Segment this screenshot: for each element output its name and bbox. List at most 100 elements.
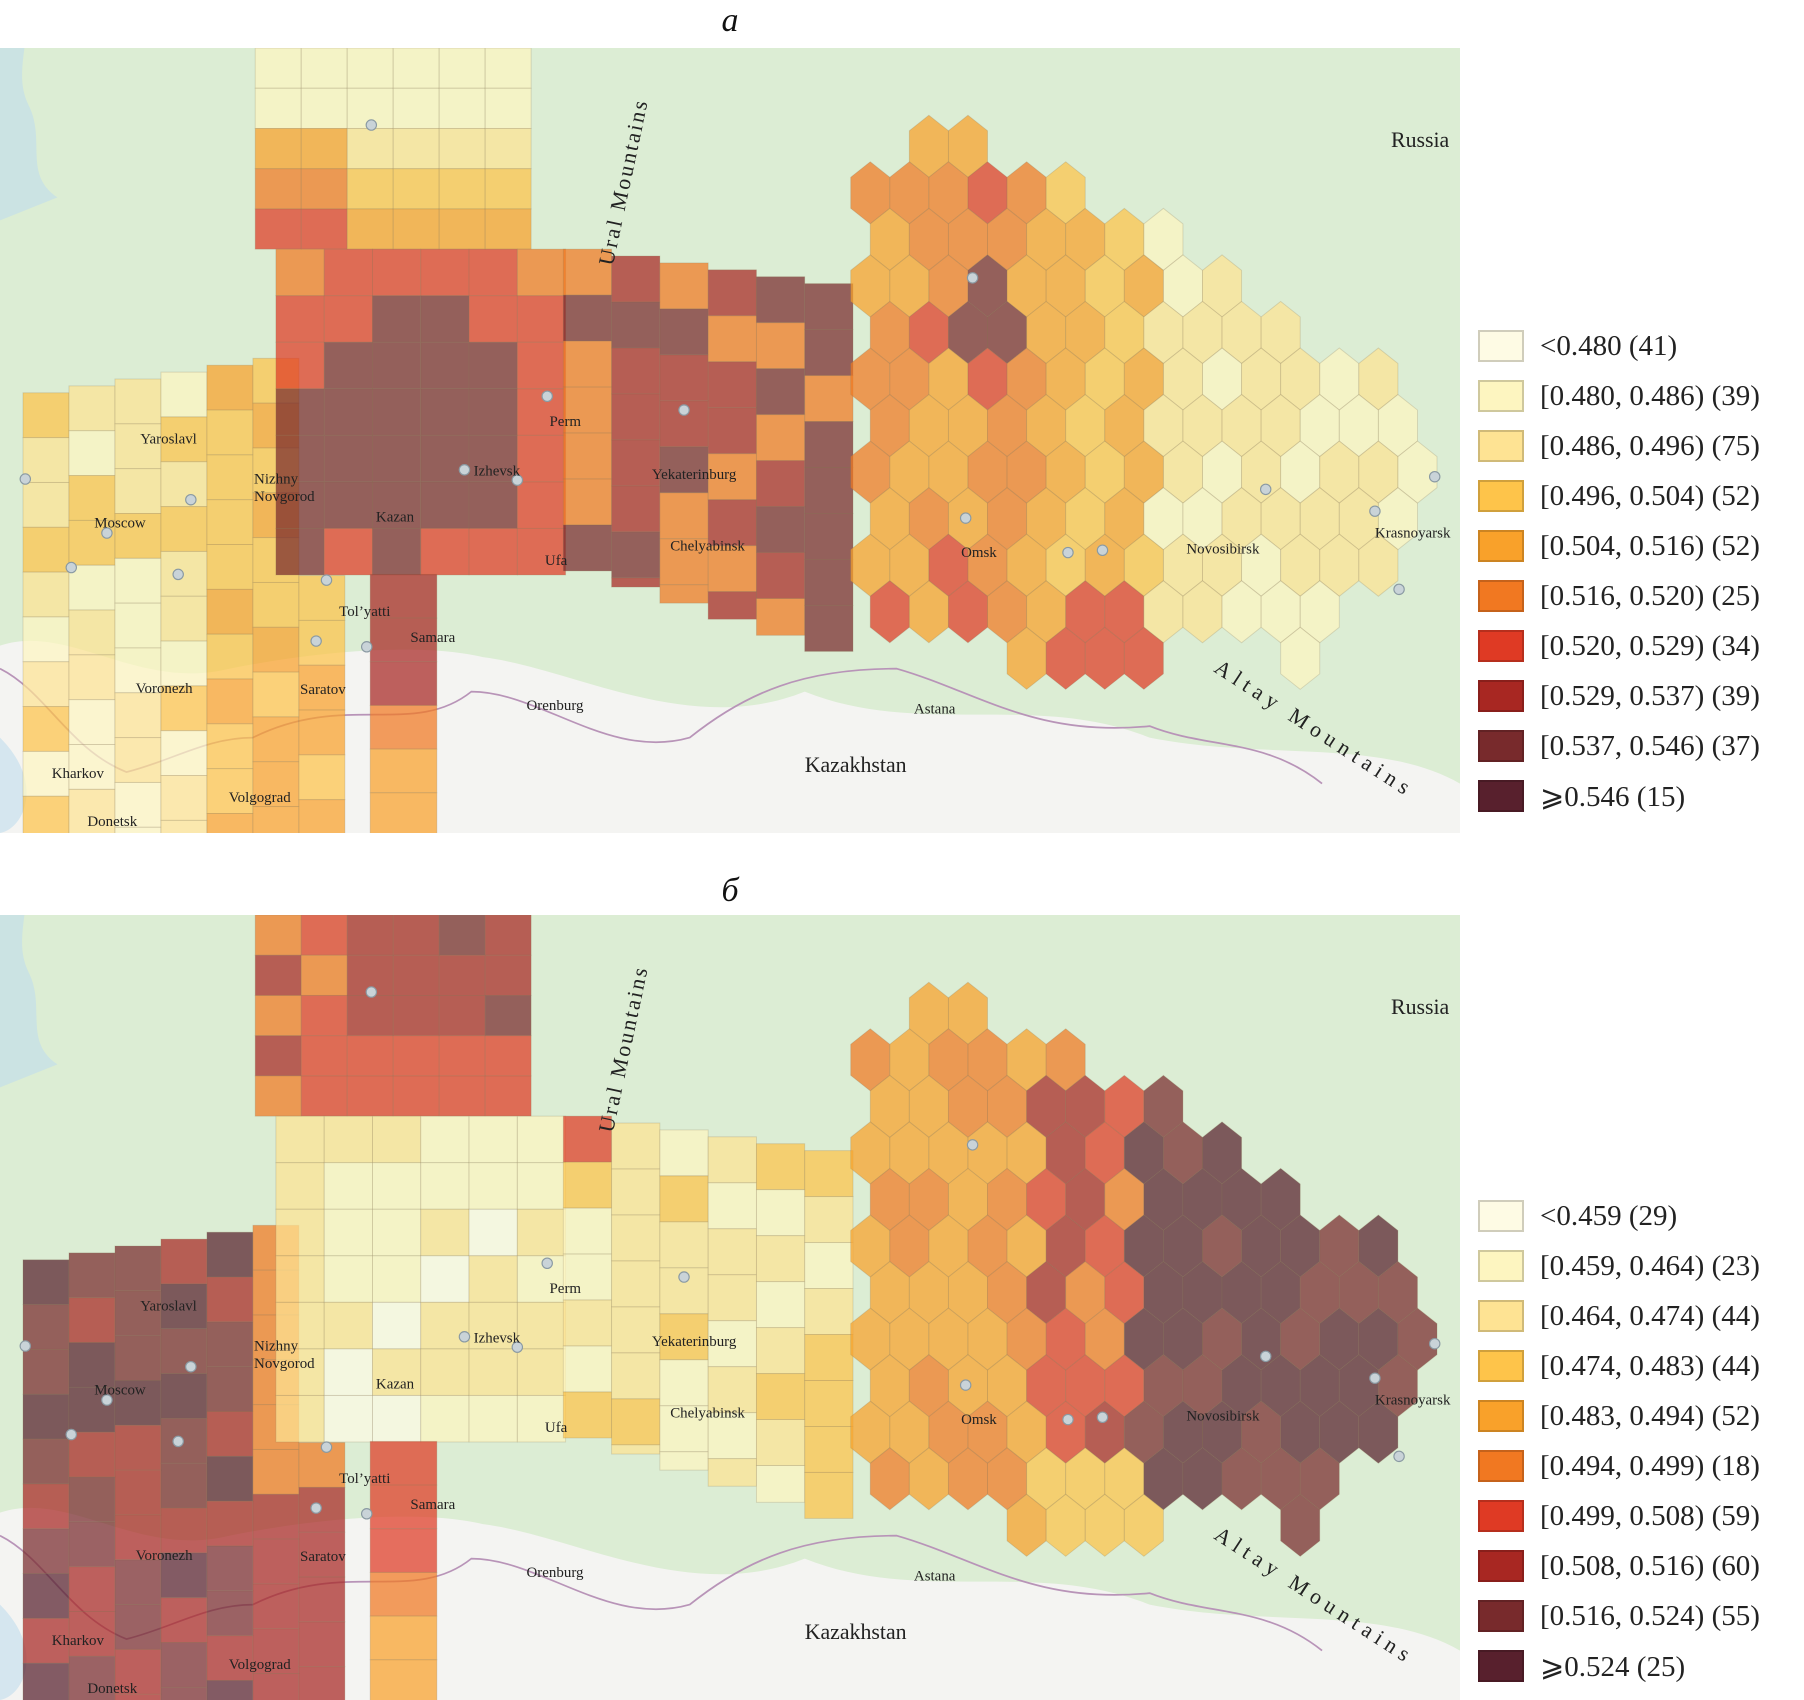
legend-swatch <box>1478 480 1524 512</box>
legend-label: [0.520, 0.529) (34) <box>1540 629 1760 662</box>
legend-swatch <box>1478 1250 1524 1282</box>
map-cell <box>206 588 254 635</box>
city-label: Yekaterinburg <box>652 467 737 483</box>
map-cell <box>160 1283 208 1330</box>
map-cell <box>300 994 348 1037</box>
map-cell <box>372 248 422 297</box>
map-cell <box>254 87 302 129</box>
map-cell <box>254 208 302 250</box>
map-cell <box>562 1345 613 1393</box>
map-cell <box>114 513 162 559</box>
map-cell <box>206 678 254 725</box>
map-cell <box>438 48 486 89</box>
map-cell <box>22 1259 70 1306</box>
city-marker-icon <box>19 473 32 485</box>
country-label-kazakhstan: Kazakhstan <box>805 1620 907 1644</box>
map-cell <box>22 616 70 663</box>
map-cell <box>659 492 709 540</box>
map-cell <box>707 315 757 363</box>
map-cell <box>392 48 440 89</box>
map-cell <box>372 1348 422 1396</box>
city-label: Kharkov <box>52 766 105 782</box>
map-cell <box>468 341 518 390</box>
map-cell <box>114 378 162 425</box>
map-cell <box>755 1465 806 1503</box>
map-cell <box>755 506 806 554</box>
map-cell <box>160 550 208 597</box>
city-label: Tol’yatti <box>339 1471 390 1487</box>
map-cell <box>369 1615 438 1661</box>
map-cell <box>804 1288 854 1335</box>
map-cell <box>160 506 208 552</box>
map-cell <box>206 1545 254 1592</box>
map-cell <box>438 208 486 250</box>
map-cell <box>275 248 325 297</box>
map-cell <box>300 168 348 210</box>
city-marker-icon <box>1428 1337 1441 1350</box>
map-cell <box>707 269 757 317</box>
map-cell <box>68 1297 116 1344</box>
map-cell <box>707 361 757 409</box>
map-cell <box>438 915 486 956</box>
map-cell <box>252 1448 300 1495</box>
map-cell <box>346 1035 394 1077</box>
map-cell <box>206 723 254 770</box>
map-cell <box>438 1075 486 1117</box>
map-cell <box>369 1528 438 1573</box>
legend-item: [0.504, 0.516) (52) <box>1478 521 1760 571</box>
map-cell <box>114 1648 162 1695</box>
map-cell <box>804 604 854 652</box>
map-cell <box>562 1161 613 1209</box>
city-label: Krasnoyarsk <box>1375 526 1451 542</box>
map-cell <box>68 699 116 745</box>
map-cell <box>68 654 116 701</box>
map-cell <box>275 388 325 436</box>
map-cell <box>323 1208 373 1257</box>
map-cell <box>484 168 532 210</box>
map-cell <box>484 954 532 996</box>
grid-cells <box>22 915 1438 1700</box>
map-cell <box>611 347 661 395</box>
map-cell <box>562 1207 613 1255</box>
legend-swatch <box>1478 1600 1524 1632</box>
map-cell <box>22 1348 70 1395</box>
legend-swatch <box>1478 730 1524 762</box>
city-label: Chelyabinsk <box>670 1405 745 1421</box>
map-cell <box>484 994 532 1037</box>
map-cell <box>804 1242 854 1289</box>
legend-swatch <box>1478 1300 1524 1332</box>
legend-item: <0.480 (41) <box>1478 321 1760 371</box>
map-cell <box>392 994 440 1037</box>
map-cell <box>611 301 661 349</box>
map-cell <box>160 1597 208 1643</box>
map-cell <box>659 308 709 356</box>
map-cell <box>275 1255 325 1303</box>
map-cell <box>369 1571 438 1617</box>
map-cell <box>22 571 70 618</box>
map-cell <box>68 609 116 656</box>
map-cell <box>611 1168 661 1216</box>
city-marker-icon <box>101 527 113 539</box>
map-cell <box>420 481 470 529</box>
map-cell <box>160 775 208 821</box>
map-cell <box>755 1235 806 1283</box>
map-cell <box>369 573 438 619</box>
map-cell <box>468 527 518 576</box>
map-cell <box>1280 626 1321 690</box>
map-cell <box>484 127 532 170</box>
map-cell <box>298 1576 346 1623</box>
map-cell <box>516 295 567 343</box>
map-cell <box>392 915 440 956</box>
city-label: Perm <box>550 1281 582 1297</box>
legend-label: ⩾0.524 (25) <box>1540 1650 1686 1683</box>
city-label: Yaroslavl <box>140 1298 197 1314</box>
legend-label: [0.483, 0.494) (52) <box>1540 1399 1760 1432</box>
city-label: Nizhny <box>254 472 299 488</box>
map-cell <box>68 1476 116 1523</box>
map-cell <box>275 295 325 343</box>
map-cell <box>22 795 70 833</box>
map-cell <box>562 1253 613 1301</box>
city-label: Kazan <box>376 1377 415 1393</box>
city-label: Novosibirsk <box>1186 1409 1260 1425</box>
